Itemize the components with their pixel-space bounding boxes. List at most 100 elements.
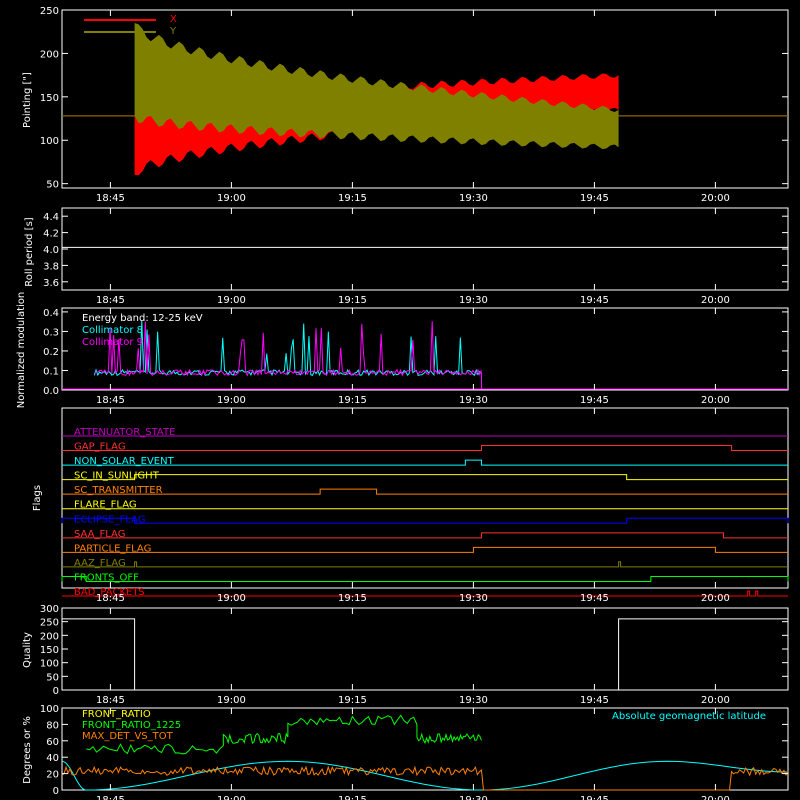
flag-line <box>62 445 788 452</box>
y-tick-label: 0 <box>53 686 59 697</box>
flag-label: FRONTS_OFF <box>74 572 139 583</box>
modulation-ylabel: Normalized modulation <box>16 292 27 409</box>
y-tick-label: 3.6 <box>43 278 59 289</box>
front-ratio-label: FRONT_RATIO <box>82 709 151 720</box>
x-tick-label: 19:15 <box>338 593 367 604</box>
front-ratio-1225-line <box>86 714 482 755</box>
flag-label: GAP_FLAG <box>74 442 126 453</box>
collimator-8-label: Collimator 8 <box>82 325 143 336</box>
x-tick-label: 19:30 <box>459 795 488 800</box>
flag-line <box>61 575 789 582</box>
x-tick-label: 19:45 <box>580 193 609 204</box>
y-tick-label: 100 <box>40 659 59 670</box>
flag-label: NON_SOLAR_EVENT <box>74 456 175 467</box>
panel-pointing: 250 200 150 100 50 18:45 19:00 19:15 19:30 19:45… <box>22 6 789 204</box>
flags-ylabel: Flags <box>32 485 43 511</box>
y-tick-label: 200 <box>40 631 59 642</box>
y-tick-label: 0 <box>53 786 59 797</box>
front-ratio-1225-label: FRONT_RATIO_1225 <box>82 720 181 731</box>
panel-flags: ATTENUATOR_STATE GAP_FLAG NON_SOLAR_EVENT S… <box>32 407 789 604</box>
ratios-ylabel: Degrees or % <box>22 716 33 784</box>
flag-line <box>62 590 788 597</box>
panel-quality: 300 250 200 150 100 50 0 18:45 19:00 19:15 19:30 1… <box>22 604 789 706</box>
roll-period-ylabel: Roll period [s] <box>24 217 35 286</box>
flag-line <box>61 517 789 524</box>
y-tick-label: 100 <box>40 136 59 147</box>
flag-label: ECLIPSE_FLAG <box>74 514 145 525</box>
x-tick-label: 19:45 <box>580 395 609 406</box>
x-tick-label: 20:00 <box>701 193 730 204</box>
x-tick-label: 20:00 <box>701 695 730 706</box>
flag-line <box>62 532 788 539</box>
y-tick-label: 40 <box>46 753 59 764</box>
x-tick-label: 19:00 <box>217 795 246 800</box>
panel-ratios: 100 80 60 40 20 0 18:45 19:00 19:15 19:30 19:45 20… <box>22 704 789 800</box>
quality-line <box>62 618 788 691</box>
y-tick-label: 250 <box>40 618 59 629</box>
y-tick-label: 0.2 <box>43 347 59 358</box>
x-tick-label: 19:45 <box>580 695 609 706</box>
x-tick-label: 19:30 <box>459 295 488 306</box>
x-tick-label: 19:30 <box>459 193 488 204</box>
y-tick-label: 250 <box>40 6 59 17</box>
x-tick-label: 18:45 <box>96 795 125 800</box>
y-tick-label: 4.0 <box>43 245 59 256</box>
x-tick-label: 18:45 <box>96 593 125 604</box>
flag-label: SC_TRANSMITTER <box>74 485 163 496</box>
x-tick-label: 19:15 <box>338 295 367 306</box>
flag-label: ATTENUATOR_STATE <box>74 427 175 438</box>
geomag-latitude-line <box>61 760 789 791</box>
x-tick-label: 20:00 <box>701 295 730 306</box>
y-tick-label: 0.1 <box>43 366 59 377</box>
x-tick-label: 19:00 <box>217 395 246 406</box>
collimator-9-label: Collimator 9 <box>82 337 143 348</box>
x-tick-label: 19:45 <box>580 593 609 604</box>
y-tick-label: 0.4 <box>43 308 59 319</box>
x-tick-label: 19:00 <box>217 695 246 706</box>
x-tick-label: 18:45 <box>96 395 125 406</box>
quality-ylabel: Quality <box>22 632 33 668</box>
y-tick-label: 4.4 <box>43 212 59 223</box>
flag-line <box>62 459 788 466</box>
x-tick-label: 19:15 <box>338 193 367 204</box>
flag-label: FLARE_FLAG <box>74 500 137 511</box>
x-tick-label: 19:00 <box>217 295 246 306</box>
flag-line <box>62 561 788 568</box>
x-tick-label: 19:30 <box>459 695 488 706</box>
x-tick-label: 20:00 <box>701 593 730 604</box>
energy-band-label: Energy band: 12-25 keV <box>82 313 203 324</box>
max-det-line <box>61 765 789 791</box>
flag-label: SAA_FLAG <box>74 529 125 540</box>
flag-line <box>62 474 788 481</box>
y-tick-label: 150 <box>40 645 59 656</box>
y-tick-label: 80 <box>46 720 59 731</box>
y-tick-label: 3.8 <box>43 261 59 272</box>
flag-label: BAD_PACKETS <box>74 587 145 598</box>
y-tick-label: 300 <box>40 604 59 615</box>
flag-line <box>62 488 788 495</box>
x-tick-label: 19:15 <box>338 795 367 800</box>
legend-x-label: X <box>170 14 177 25</box>
series-y-band <box>134 23 619 150</box>
y-tick-label: 50 <box>46 672 59 683</box>
flag-label: PARTICLE_FLAG <box>74 543 151 554</box>
panel-roll-period: 4.4 4.2 4.0 3.8 3.6 18:45 19:00 19:15 19:30 19:4… <box>24 207 789 306</box>
x-tick-label: 19:45 <box>580 295 609 306</box>
x-tick-label: 18:45 <box>96 295 125 306</box>
y-tick-label: 60 <box>46 737 59 748</box>
panel-modulation: 0.4 0.3 0.2 0.1 0.0 18:45 19:00 19:15 19:30 19:4… <box>16 292 789 409</box>
flag-label: AAZ_FLAG <box>74 558 126 569</box>
x-tick-label: 19:15 <box>338 395 367 406</box>
y-tick-label: 20 <box>46 770 59 781</box>
x-tick-label: 20:00 <box>701 395 730 406</box>
y-tick-label: 4.2 <box>43 229 59 240</box>
y-tick-label: 100 <box>40 704 59 715</box>
geomag-latitude-label: Absolute geomagnetic latitude <box>612 711 766 722</box>
x-tick-label: 19:00 <box>217 193 246 204</box>
pointing-ylabel: Pointing ["] <box>22 72 33 128</box>
x-tick-label: 18:45 <box>96 695 125 706</box>
y-tick-label: 0.0 <box>43 386 59 397</box>
y-tick-label: 0.3 <box>43 327 59 338</box>
flag-label: SC_IN_SUNLIGHT <box>74 471 160 482</box>
